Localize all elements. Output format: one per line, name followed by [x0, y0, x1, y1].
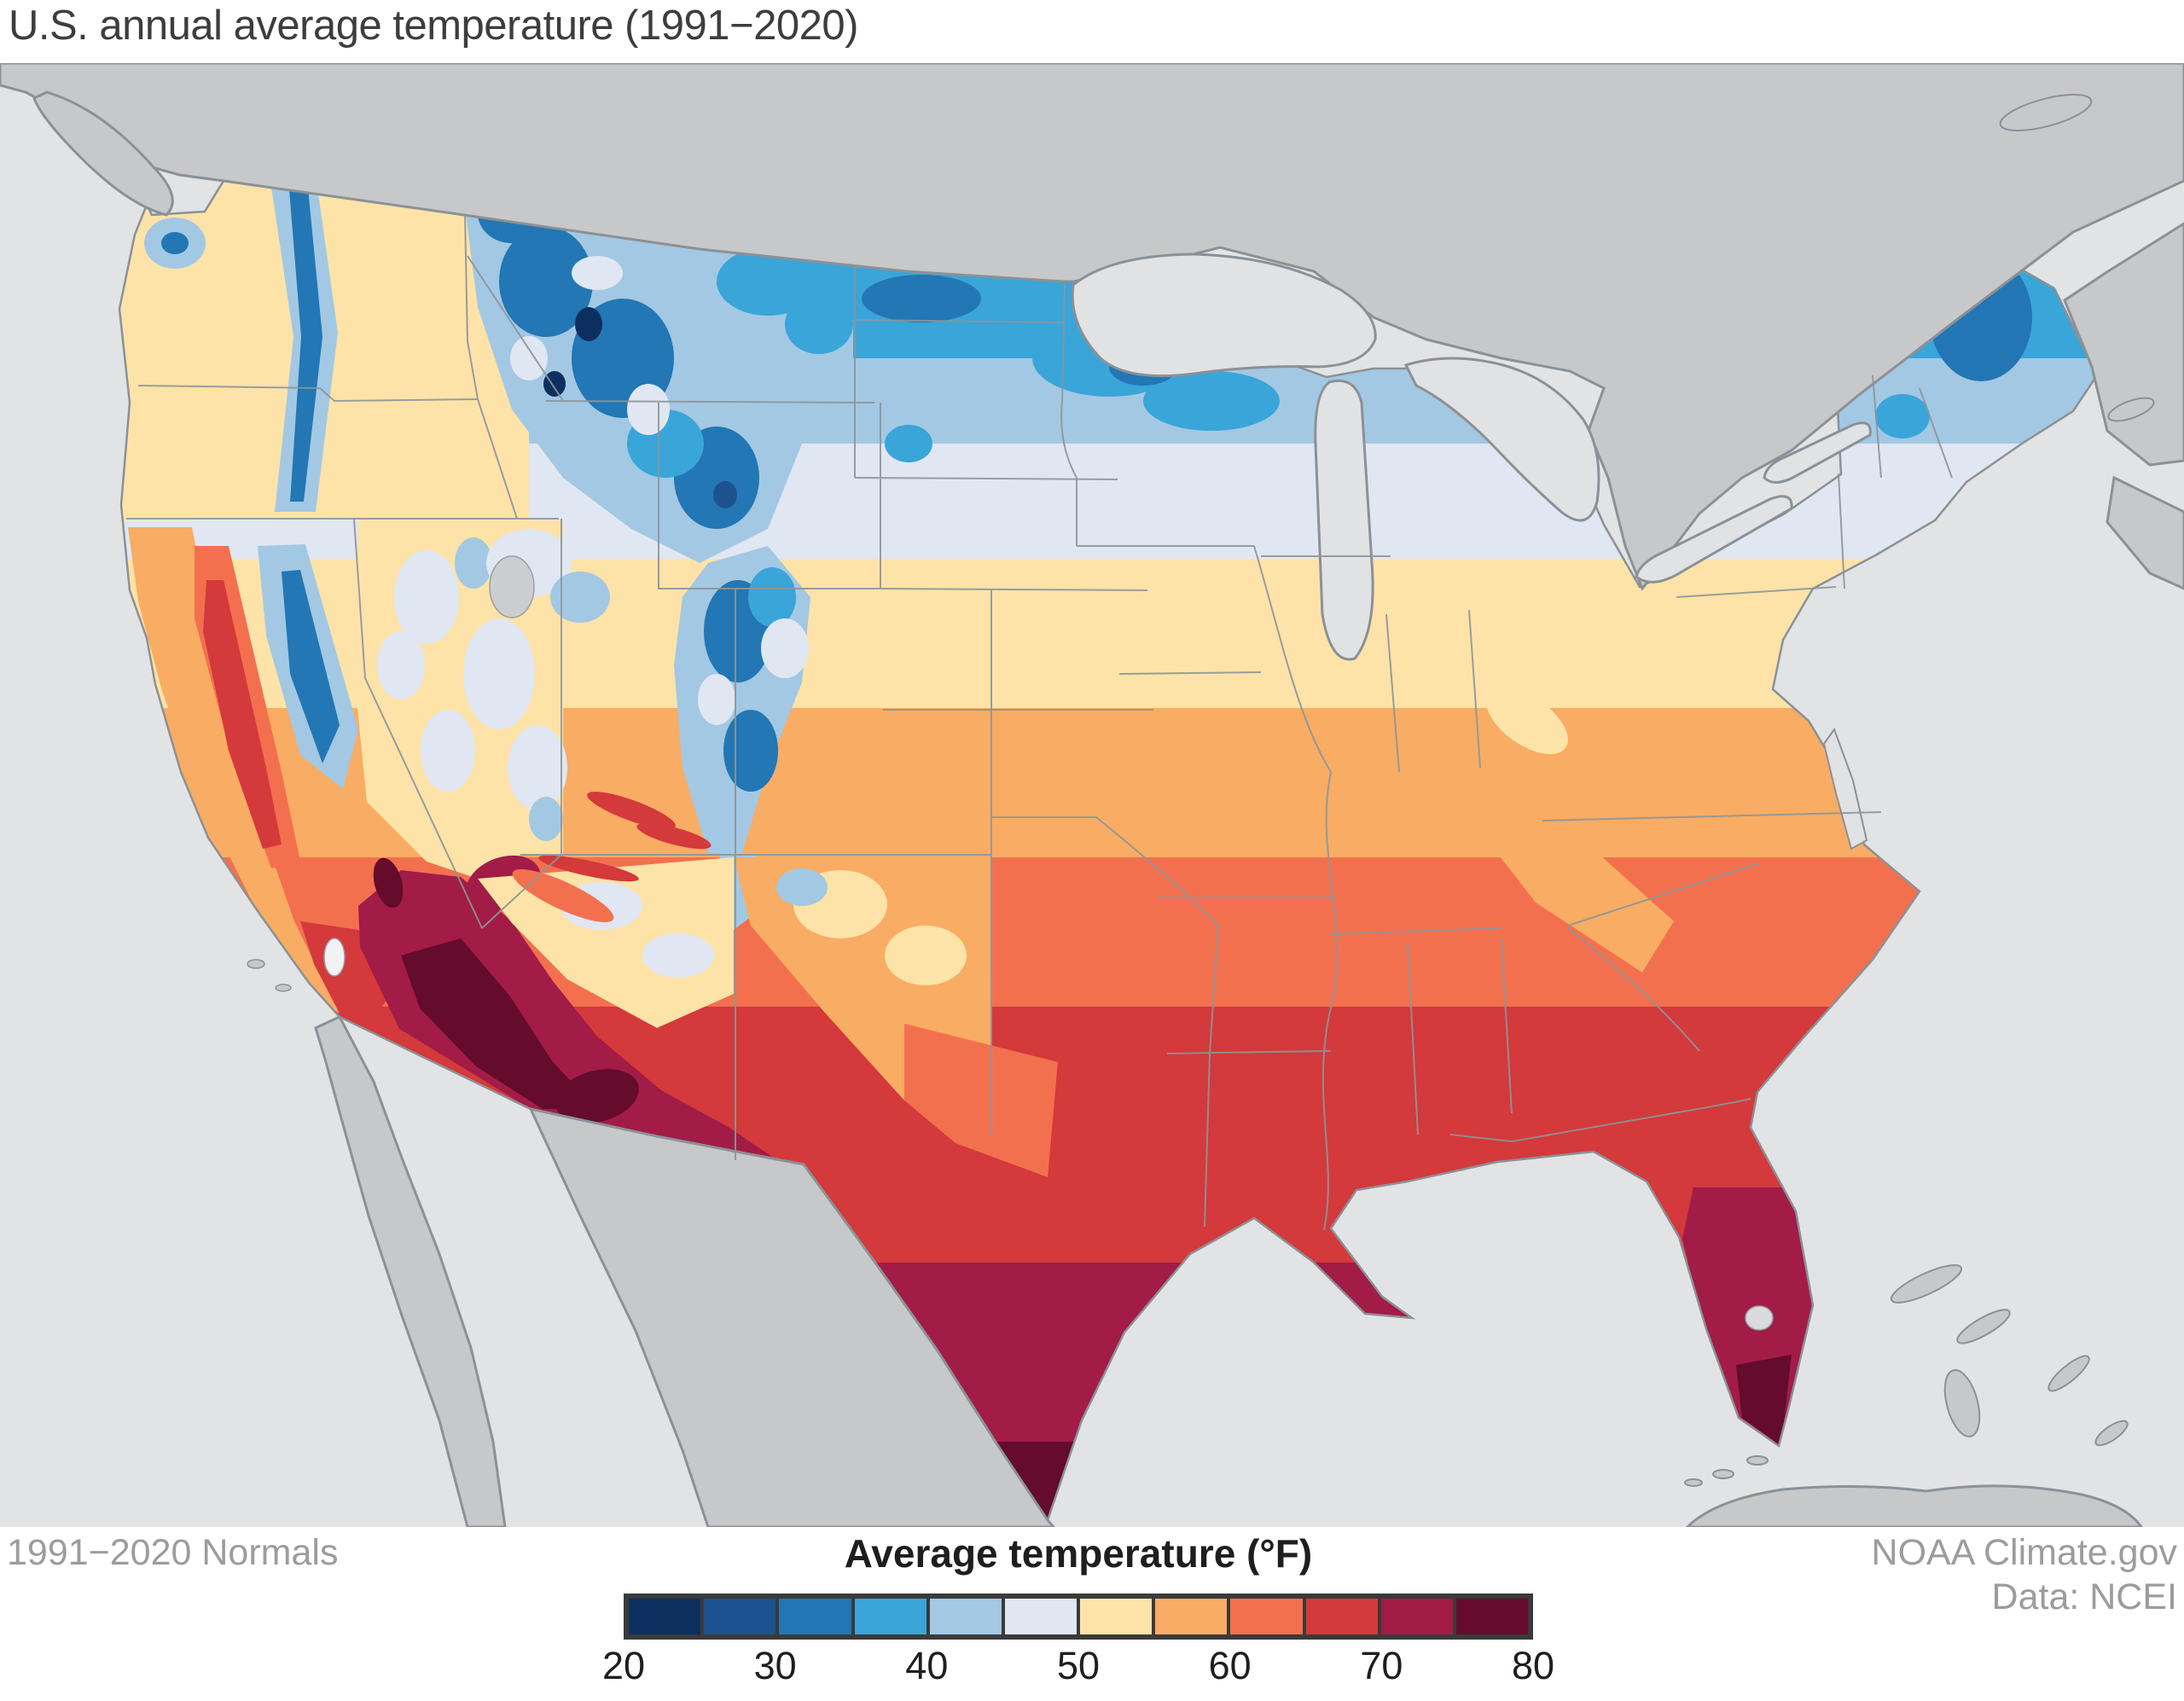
florida-keys	[1746, 1455, 1769, 1466]
source-credit-data: Data: NCEI	[1991, 1576, 2177, 1618]
lake-okeechobee	[1745, 1305, 1774, 1331]
lake-ontario	[1763, 421, 1872, 484]
source-credit-site: NOAA Climate.gov	[1871, 1532, 2177, 1573]
legend-tick-60: 60	[1208, 1644, 1252, 1687]
legend-swatch-30-35	[779, 1599, 851, 1634]
legend-swatch-55-60	[1155, 1599, 1228, 1634]
legend-swatch-65-70	[1305, 1599, 1378, 1634]
state-borders	[126, 214, 1953, 1231]
chesapeake-bay	[1822, 727, 1868, 850]
page-title: U.S. annual average temperature (1991−20…	[9, 3, 858, 49]
us-temperature-map	[0, 63, 2184, 1527]
cuba	[1685, 1484, 2143, 1527]
legend-tick-50: 50	[1056, 1644, 1101, 1687]
legend-swatch-60-65	[1230, 1599, 1303, 1634]
great-lakes	[1071, 253, 1872, 661]
legend-swatch-45-50	[1004, 1599, 1077, 1634]
legend-tick-labels: 20 30 40 50 60 70 80	[602, 1644, 1554, 1691]
legend-tick-20: 20	[601, 1644, 646, 1687]
legend-swatch-75-80	[1455, 1599, 1529, 1634]
lake-huron	[1403, 357, 1600, 522]
salton-sea	[323, 938, 346, 977]
legend-swatch-20-25	[629, 1599, 701, 1634]
normals-caption: 1991−2020 Normals	[7, 1532, 339, 1573]
islands	[247, 959, 2143, 1527]
footer: 1991−2020 Normals NOAA Climate.gov Data:…	[0, 1527, 2184, 1701]
great-salt-lake	[489, 555, 535, 618]
legend-title: Average temperature (°F)	[844, 1531, 1313, 1576]
lake-erie	[1635, 495, 1793, 583]
legend-swatch-40-45	[929, 1599, 1002, 1634]
legend-swatch-25-30	[704, 1599, 776, 1634]
canada-landmass	[0, 63, 2184, 592]
legend-tick-80: 80	[1511, 1644, 1555, 1687]
legend-tick-40: 40	[905, 1644, 949, 1687]
legend-swatch-70-75	[1380, 1599, 1453, 1634]
legend-swatch-35-40	[854, 1599, 926, 1634]
inland-lakes	[323, 555, 1774, 1331]
legend-tick-70: 70	[1360, 1644, 1403, 1687]
legend-swatch-50-55	[1080, 1599, 1153, 1634]
lake-michigan	[1314, 380, 1374, 661]
legend-colorbar	[624, 1594, 1533, 1640]
map-canvas	[0, 63, 2184, 1527]
source-credit: NOAA Climate.gov Data: NCEI	[1872, 1530, 2177, 1620]
mexico-landmass	[314, 1015, 1055, 1527]
channel-islands	[247, 959, 265, 969]
lake-superior	[1071, 253, 1377, 378]
legend-tick-30: 30	[753, 1644, 797, 1687]
